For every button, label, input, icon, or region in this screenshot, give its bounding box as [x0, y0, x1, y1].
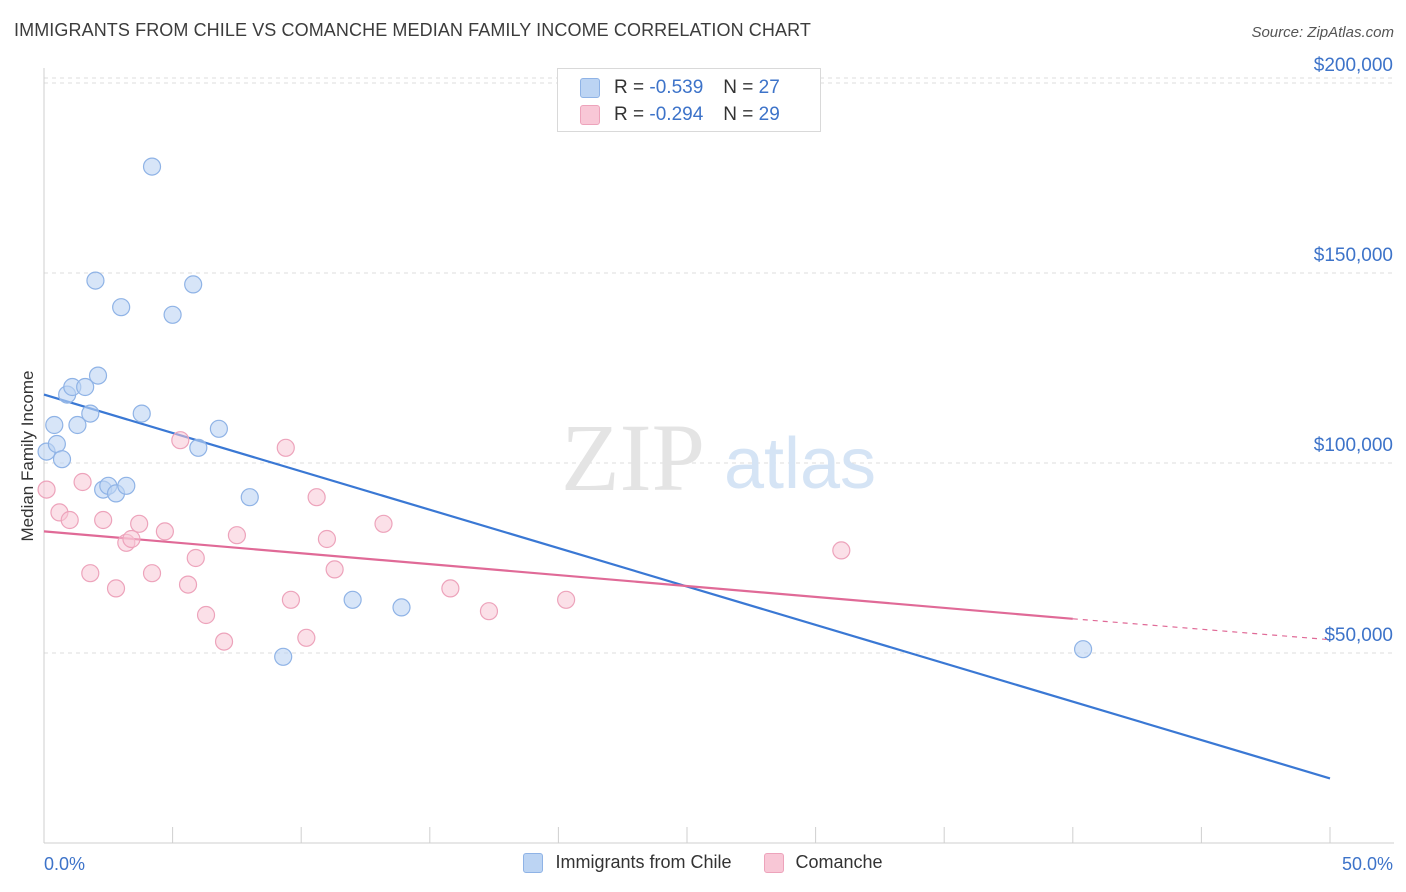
data-point-blue — [81, 404, 100, 423]
data-point-pink — [325, 560, 344, 579]
data-point-blue — [189, 438, 208, 457]
n-label: N = — [723, 77, 754, 98]
data-point-pink — [171, 431, 190, 450]
data-point-pink — [94, 510, 113, 530]
legend-swatch-pink — [763, 852, 784, 873]
data-point-blue — [392, 598, 411, 617]
r-value: -0.539 — [649, 77, 704, 98]
data-point-blue — [240, 488, 259, 507]
watermark-zip: ZIP — [561, 404, 705, 511]
data-point-blue — [68, 415, 87, 435]
y-tick-label: $50,000 — [1324, 625, 1393, 646]
data-point-blue — [132, 404, 151, 423]
n-value: 27 — [758, 77, 780, 98]
stats-row-blue: R = -0.539 N = 27 — [580, 77, 780, 99]
data-point-pink — [73, 472, 92, 492]
y-axis-label: Median Family Income — [18, 370, 37, 541]
n-value: 29 — [758, 104, 780, 125]
x-tick-label: 50.0% — [1342, 854, 1393, 874]
data-point-blue — [274, 647, 293, 666]
r-value: -0.294 — [649, 104, 704, 125]
data-point-blue — [76, 377, 95, 397]
data-point-pink — [317, 529, 337, 549]
trend-line-pink — [43, 530, 1073, 620]
y-tick-label: $100,000 — [1314, 435, 1393, 456]
data-point-pink — [155, 522, 174, 541]
data-point-pink — [37, 480, 56, 499]
data-point-pink — [832, 541, 851, 560]
y-tick-labels: $50,000 $100,000 $150,000 $200,000 — [1314, 55, 1393, 646]
data-point-pink — [178, 575, 198, 594]
data-point-pink — [227, 526, 246, 545]
data-point-pink — [130, 514, 149, 533]
correlation-stats-box: R = -0.539 N = 27 R = -0.294 N = 29 — [557, 68, 821, 132]
x-tick-label: 0.0% — [44, 854, 85, 874]
data-point-blue — [88, 366, 108, 385]
n-label: N = — [723, 104, 754, 125]
legend-label-pink: Comanche — [795, 852, 883, 872]
data-point-blue — [112, 298, 131, 317]
blue-swatch — [580, 78, 600, 98]
data-point-pink — [479, 602, 499, 621]
data-point-pink — [142, 564, 162, 583]
y-tick-label: $150,000 — [1314, 245, 1393, 266]
watermark: ZIP atlas — [561, 404, 876, 511]
r-label: R = — [614, 104, 645, 125]
r-label: R = — [614, 77, 645, 98]
chart-title: IMMIGRANTS FROM CHILE VS COMANCHE MEDIAN… — [14, 20, 811, 40]
grid-lines — [44, 77, 1394, 654]
data-point-pink — [441, 579, 460, 598]
legend-swatch-blue — [523, 852, 544, 873]
y-tick-label: $200,000 — [1314, 55, 1393, 76]
data-point-pink — [196, 605, 216, 625]
data-point-pink — [281, 590, 301, 609]
data-point-pink — [557, 590, 576, 609]
data-point-blue — [52, 450, 72, 469]
legend-item-blue: Immigrants from Chile — [523, 852, 732, 873]
trend-lines — [43, 393, 1331, 780]
data-point-pink — [106, 579, 126, 598]
data-point-blue — [47, 434, 66, 454]
data-point-blue — [1073, 640, 1093, 659]
x-tick-labels: 0.0% 50.0% — [44, 854, 1393, 874]
data-point-blue — [184, 275, 203, 294]
stats-row-pink: R = -0.294 N = 29 — [580, 104, 780, 126]
legend-label-blue: Immigrants from Chile — [555, 852, 732, 872]
legend: Immigrants from Chile Comanche — [0, 852, 1406, 873]
legend-item-pink: Comanche — [763, 852, 883, 873]
data-point-blue — [163, 305, 182, 324]
data-point-pink — [214, 632, 234, 651]
pink-swatch — [580, 105, 600, 125]
watermark-atlas: atlas — [724, 424, 876, 504]
data-point-pink — [374, 514, 393, 533]
data-point-blue — [45, 415, 64, 435]
data-point-blue — [343, 590, 362, 609]
data-point-pink — [276, 438, 295, 457]
data-point-blue — [142, 157, 162, 176]
data-point-blue — [86, 271, 105, 290]
data-point-blue — [117, 476, 136, 495]
data-point-blue — [209, 419, 228, 438]
trend-line-pink-dashed — [1072, 618, 1331, 641]
data-points — [37, 157, 1093, 666]
data-point-pink — [60, 510, 79, 530]
data-point-pink — [186, 548, 205, 568]
data-point-pink — [122, 529, 141, 549]
source-label: Source: ZipAtlas.com — [1251, 24, 1394, 41]
data-point-pink — [307, 488, 326, 507]
data-point-pink — [297, 628, 316, 647]
data-point-pink — [81, 564, 100, 583]
